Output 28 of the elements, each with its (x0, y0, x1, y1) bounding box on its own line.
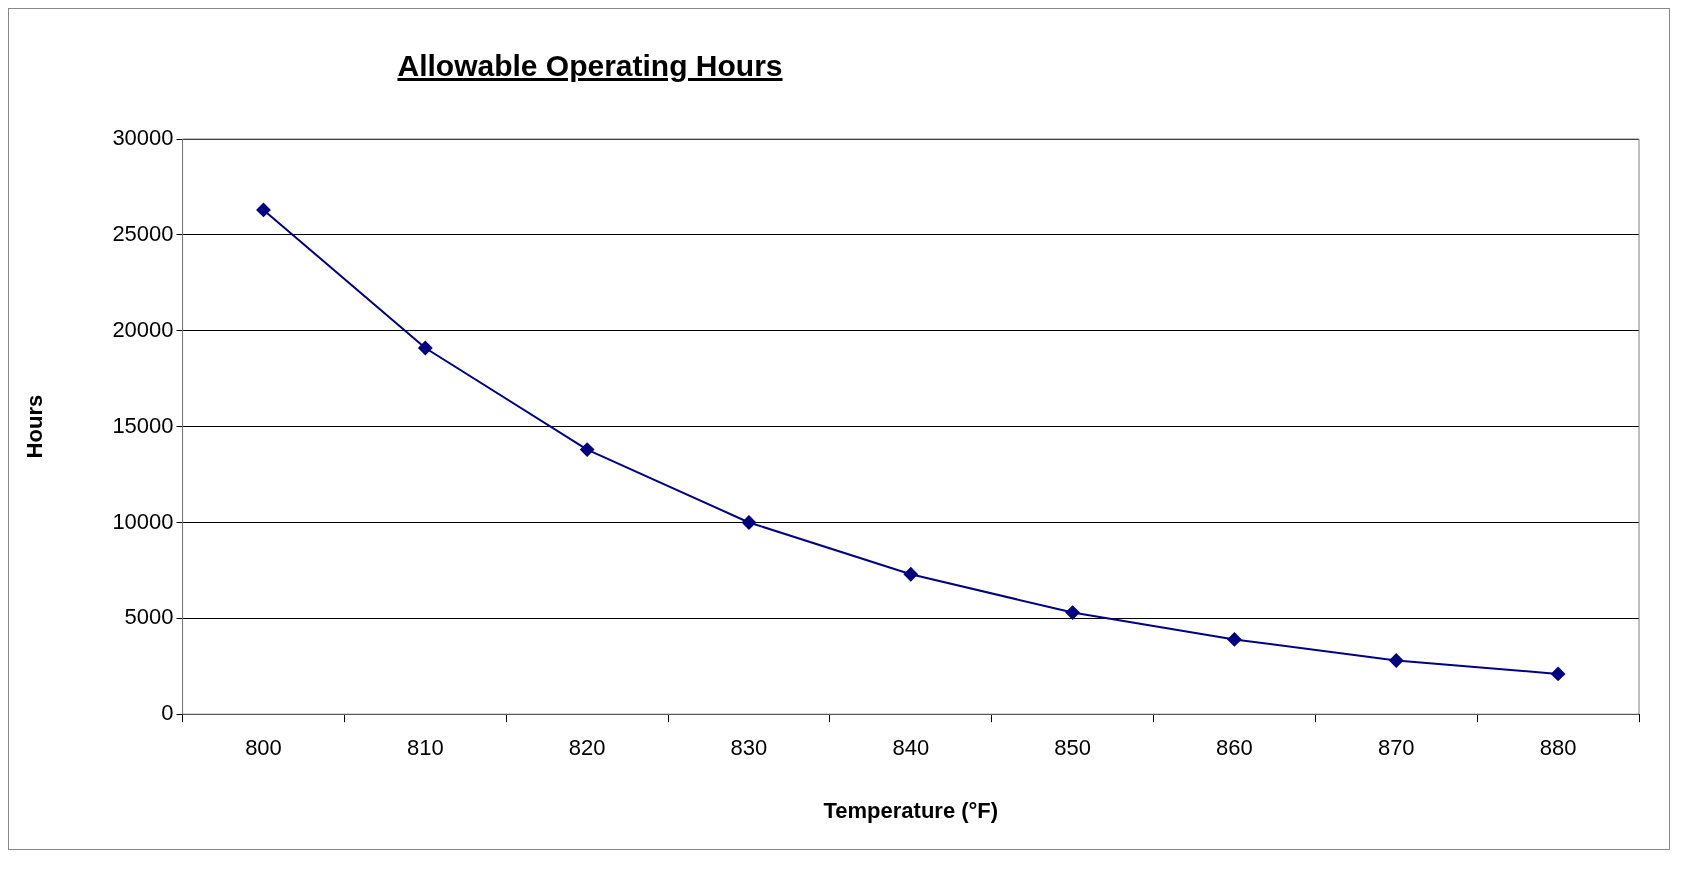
x-tick-label: 850 (1054, 735, 1091, 761)
point (741, 515, 756, 530)
x-tick-label: 860 (1216, 735, 1253, 761)
point (903, 567, 918, 582)
point (1389, 653, 1404, 668)
y-tick-label: 30000 (112, 125, 174, 151)
x-axis-title: Temperature (°F) (823, 797, 999, 823)
y-axis-title: Hours (22, 394, 48, 459)
x-tick-label: 840 (892, 735, 930, 761)
y-tick-label: 10000 (112, 508, 174, 534)
x-tick-label: 800 (245, 735, 282, 761)
point (1227, 632, 1242, 647)
x-tick-label: 810 (406, 735, 444, 761)
point (1065, 605, 1080, 620)
chart-title: Allowable Operating Hours (396, 49, 784, 83)
point (1551, 666, 1566, 681)
y-tick-label: 20000 (112, 316, 174, 342)
y-tick-label: 15000 (112, 412, 174, 438)
x-tick-label: 870 (1377, 735, 1415, 761)
point (256, 202, 271, 217)
y-tick-label: 0 (161, 700, 174, 726)
point (418, 340, 433, 355)
x-tick-label: 820 (568, 735, 606, 761)
y-tick-label: 25000 (112, 220, 174, 246)
x-tick-label: 880 (1539, 735, 1577, 761)
x-tick-label: 830 (730, 735, 768, 761)
y-tick-label: 5000 (124, 604, 174, 630)
point (580, 442, 595, 457)
